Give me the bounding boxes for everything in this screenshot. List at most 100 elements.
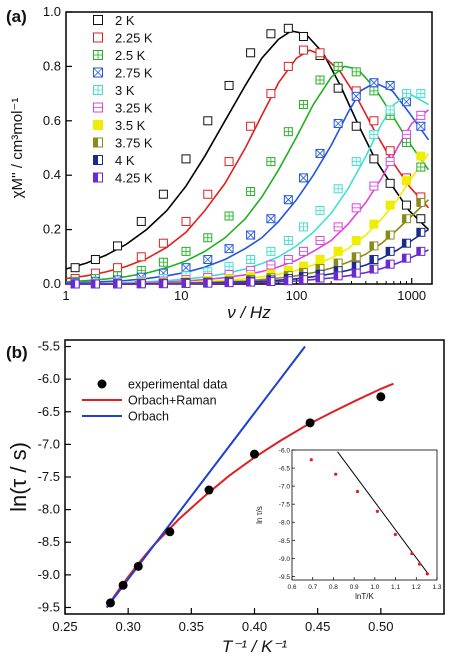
inset-data-point — [410, 552, 414, 556]
data-point-fill — [91, 280, 96, 288]
x-tick-label: 0.35 — [179, 619, 204, 634]
inset-y-axis-label: ln τ/s — [255, 506, 264, 524]
inset-fit-line — [337, 451, 430, 575]
legend-marker — [93, 32, 103, 43]
fit-line-2-25-K — [65, 49, 430, 280]
data-point — [298, 31, 308, 41]
data-point-d2 — [351, 92, 361, 101]
data-point-d2 — [333, 119, 343, 128]
data-point-d2 — [416, 121, 426, 131]
inset-y-tick-label: -7.0 — [279, 484, 291, 491]
data-point — [203, 116, 213, 126]
inset-x-tick-label: 0.6 — [287, 584, 296, 591]
data-point — [224, 157, 234, 167]
data-point-fill — [352, 269, 357, 278]
y-axis-label: ln(τ / s) — [6, 442, 31, 512]
inset-x-tick-label: 0.7 — [308, 584, 317, 591]
legend-label: 2.25 K — [115, 31, 153, 46]
legend-label: 2 K — [115, 13, 135, 28]
y-axis-label: χM'' / cm³mol⁻¹ — [9, 98, 26, 199]
data-point — [246, 121, 256, 131]
inset-y-tick-label: -9.5 — [279, 574, 291, 581]
data-point-fill — [182, 279, 187, 288]
data-point-fill — [416, 247, 421, 256]
data-point-fill — [402, 214, 407, 223]
data-point — [136, 216, 146, 226]
data-point-fill — [386, 260, 391, 269]
y-tick-label: -6.5 — [38, 404, 60, 419]
inset-y-tick-label: -7.5 — [279, 502, 291, 509]
data-point — [401, 176, 411, 186]
legend-label: 4.25 K — [115, 171, 153, 186]
y-tick-label: -8.5 — [38, 534, 60, 549]
inset-x-tick-label: 0.8 — [329, 584, 338, 591]
data-point — [385, 146, 395, 156]
data-point-fill — [416, 198, 421, 207]
data-point — [204, 485, 214, 495]
legend-marker-fill — [93, 155, 98, 165]
data-point-fill — [71, 280, 76, 288]
data-point-fill — [113, 280, 118, 288]
x-tick-label: 0.40 — [242, 619, 267, 634]
y-tick-label: 1.0 — [43, 4, 61, 19]
data-point-fill — [369, 265, 374, 274]
data-point-fill — [225, 278, 230, 287]
data-point — [298, 45, 308, 55]
x-tick-label: 0.25 — [52, 619, 77, 634]
data-point-d2 — [224, 244, 234, 253]
data-point-fill — [352, 262, 357, 271]
data-point — [305, 418, 315, 428]
legend-label: experimental data — [128, 378, 227, 392]
data-point-fill — [315, 274, 320, 283]
data-point-fill — [284, 276, 289, 285]
data-point-fill — [203, 279, 208, 288]
legend-label: 2.75 K — [115, 66, 153, 81]
x-tick-label: 0.50 — [368, 619, 393, 634]
data-point — [315, 255, 325, 265]
legend-marker — [93, 120, 103, 130]
y-tick-label: 0.4 — [43, 167, 61, 182]
data-point — [165, 527, 175, 537]
data-point-d2 — [266, 214, 276, 224]
data-point — [181, 154, 191, 164]
data-point — [136, 252, 146, 262]
x-axis-label: T⁻¹ / K⁻¹ — [222, 637, 288, 656]
legend-label: 4 K — [115, 153, 135, 168]
legend-label: Orbach+Raman — [128, 394, 217, 408]
data-point — [113, 241, 123, 251]
inset-data-point — [355, 489, 360, 494]
legend-marker — [93, 15, 103, 25]
legend-marker-fill — [93, 138, 98, 147]
inset-x-tick-label: 1.1 — [391, 584, 400, 591]
inset-y-tick-label: -6.0 — [279, 448, 291, 455]
legend-label: Orbach — [128, 410, 169, 424]
data-point — [385, 200, 395, 210]
inset-x-tick-label: 0.9 — [350, 584, 359, 591]
panel-b-label: (b) — [6, 343, 28, 362]
y-tick-label: -9.5 — [38, 599, 60, 614]
data-point — [118, 580, 128, 590]
data-point — [416, 214, 426, 224]
data-point — [315, 48, 325, 58]
legend-label: 3.25 K — [115, 101, 153, 116]
data-point-fill — [402, 239, 407, 248]
y-tick-label: -9.0 — [38, 567, 60, 582]
panel-a-label: (a) — [6, 7, 27, 26]
data-point — [105, 598, 115, 608]
data-point — [351, 121, 361, 131]
data-point — [113, 263, 123, 273]
data-point-fill — [369, 241, 374, 250]
data-point — [158, 189, 168, 199]
data-point-fill — [334, 266, 339, 275]
data-point-d2 — [315, 149, 325, 158]
data-point-d2 — [369, 78, 379, 88]
data-point — [246, 48, 256, 58]
y-tick-label: 0.0 — [43, 276, 61, 291]
data-point — [351, 235, 361, 245]
x-tick-label: 0.30 — [116, 619, 141, 634]
legend-marker-d2 — [93, 67, 103, 78]
data-point-d2 — [402, 97, 411, 107]
x-tick-label: 100 — [286, 288, 308, 303]
data-point — [401, 200, 411, 210]
